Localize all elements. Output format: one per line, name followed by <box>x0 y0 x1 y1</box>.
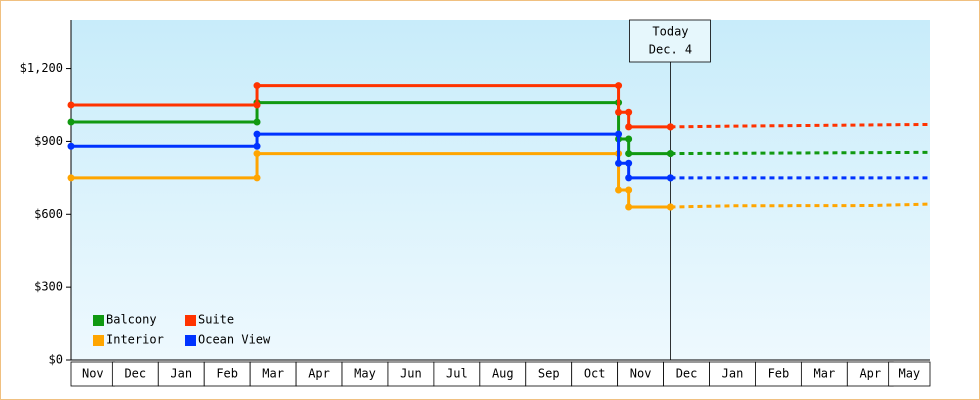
legend-swatch <box>185 315 196 326</box>
today-label: Today <box>652 25 688 39</box>
point-marker <box>666 123 674 131</box>
x-tick-cell <box>888 361 931 387</box>
x-tick-label: Jun <box>400 367 422 381</box>
x-tick-cell <box>387 361 435 387</box>
forecast-line <box>670 150 931 156</box>
today-label: Dec. 4 <box>649 43 692 57</box>
forecast-line <box>670 122 931 129</box>
x-tick-label: Apr <box>308 367 330 381</box>
point-marker <box>666 203 674 211</box>
today-box <box>629 19 711 63</box>
x-tick-label: Mar <box>262 367 284 381</box>
x-tick-cell <box>846 361 894 387</box>
x-tick-label: Dec <box>124 367 146 381</box>
x-tick-cell <box>479 361 527 387</box>
y-tick-label: $900 <box>34 134 63 148</box>
point-marker <box>253 130 261 138</box>
point-marker <box>625 123 633 131</box>
x-tick-label: Sep <box>538 367 560 381</box>
corner-marker <box>625 108 633 116</box>
legend-swatch <box>185 335 196 346</box>
point-marker <box>666 150 674 158</box>
point-marker <box>625 150 633 158</box>
legend-label: Ocean View <box>198 333 271 347</box>
point-marker <box>625 203 633 211</box>
point-marker <box>666 174 674 182</box>
forecast-line <box>670 202 931 209</box>
corner-marker <box>253 174 261 182</box>
y-tick-label: $1,200 <box>20 61 63 75</box>
x-tick-cell <box>571 361 619 387</box>
y-tick-label: $300 <box>34 280 63 294</box>
point-marker <box>67 101 75 109</box>
x-tick-label: Oct <box>584 367 606 381</box>
point-marker <box>67 174 75 182</box>
x-tick-label: Feb <box>216 367 238 381</box>
y-tick-label: $600 <box>34 207 63 221</box>
corner-marker <box>253 118 261 126</box>
corner-marker <box>625 159 633 167</box>
x-tick-cell <box>800 361 848 387</box>
point-marker <box>253 82 261 90</box>
corner-marker <box>615 82 623 90</box>
point-marker <box>67 142 75 150</box>
x-tick-cell <box>709 361 756 387</box>
x-tick-label: Jan <box>722 367 744 381</box>
x-tick-cell <box>663 361 710 387</box>
legend-label: Interior <box>106 333 164 347</box>
corner-marker <box>253 101 261 109</box>
point-marker <box>67 118 75 126</box>
x-tick-label: Feb <box>768 367 790 381</box>
corner-marker <box>625 135 633 143</box>
x-tick-label: Jan <box>170 367 192 381</box>
x-tick-label: Mar <box>814 367 836 381</box>
point-marker <box>253 150 261 158</box>
point-marker <box>615 159 623 167</box>
corner-marker <box>253 142 261 150</box>
legend-swatch <box>93 335 104 346</box>
x-tick-label: Apr <box>859 367 881 381</box>
legend-label: Suite <box>198 313 234 327</box>
x-tick-cell <box>70 361 116 387</box>
point-marker <box>615 108 623 116</box>
corner-marker <box>615 130 623 138</box>
corner-marker <box>625 186 633 194</box>
x-tick-label: Jul <box>446 367 468 381</box>
x-tick-label: Dec <box>676 367 698 381</box>
point-marker <box>625 174 633 182</box>
x-tick-cell <box>111 361 159 387</box>
x-tick-cell <box>203 361 251 387</box>
x-tick-label: Aug <box>492 367 514 381</box>
x-tick-cell <box>755 361 802 387</box>
y-tick-label: $0 <box>49 353 63 367</box>
x-tick-label: Nov <box>82 367 104 381</box>
legend-label: Balcony <box>106 313 157 327</box>
plot-area <box>71 20 930 360</box>
x-tick-label: May <box>898 367 920 381</box>
legend-swatch <box>93 315 104 326</box>
x-tick-label: Nov <box>630 367 652 381</box>
x-tick-label: May <box>354 367 376 381</box>
point-marker <box>615 186 623 194</box>
x-tick-cell <box>295 361 343 387</box>
